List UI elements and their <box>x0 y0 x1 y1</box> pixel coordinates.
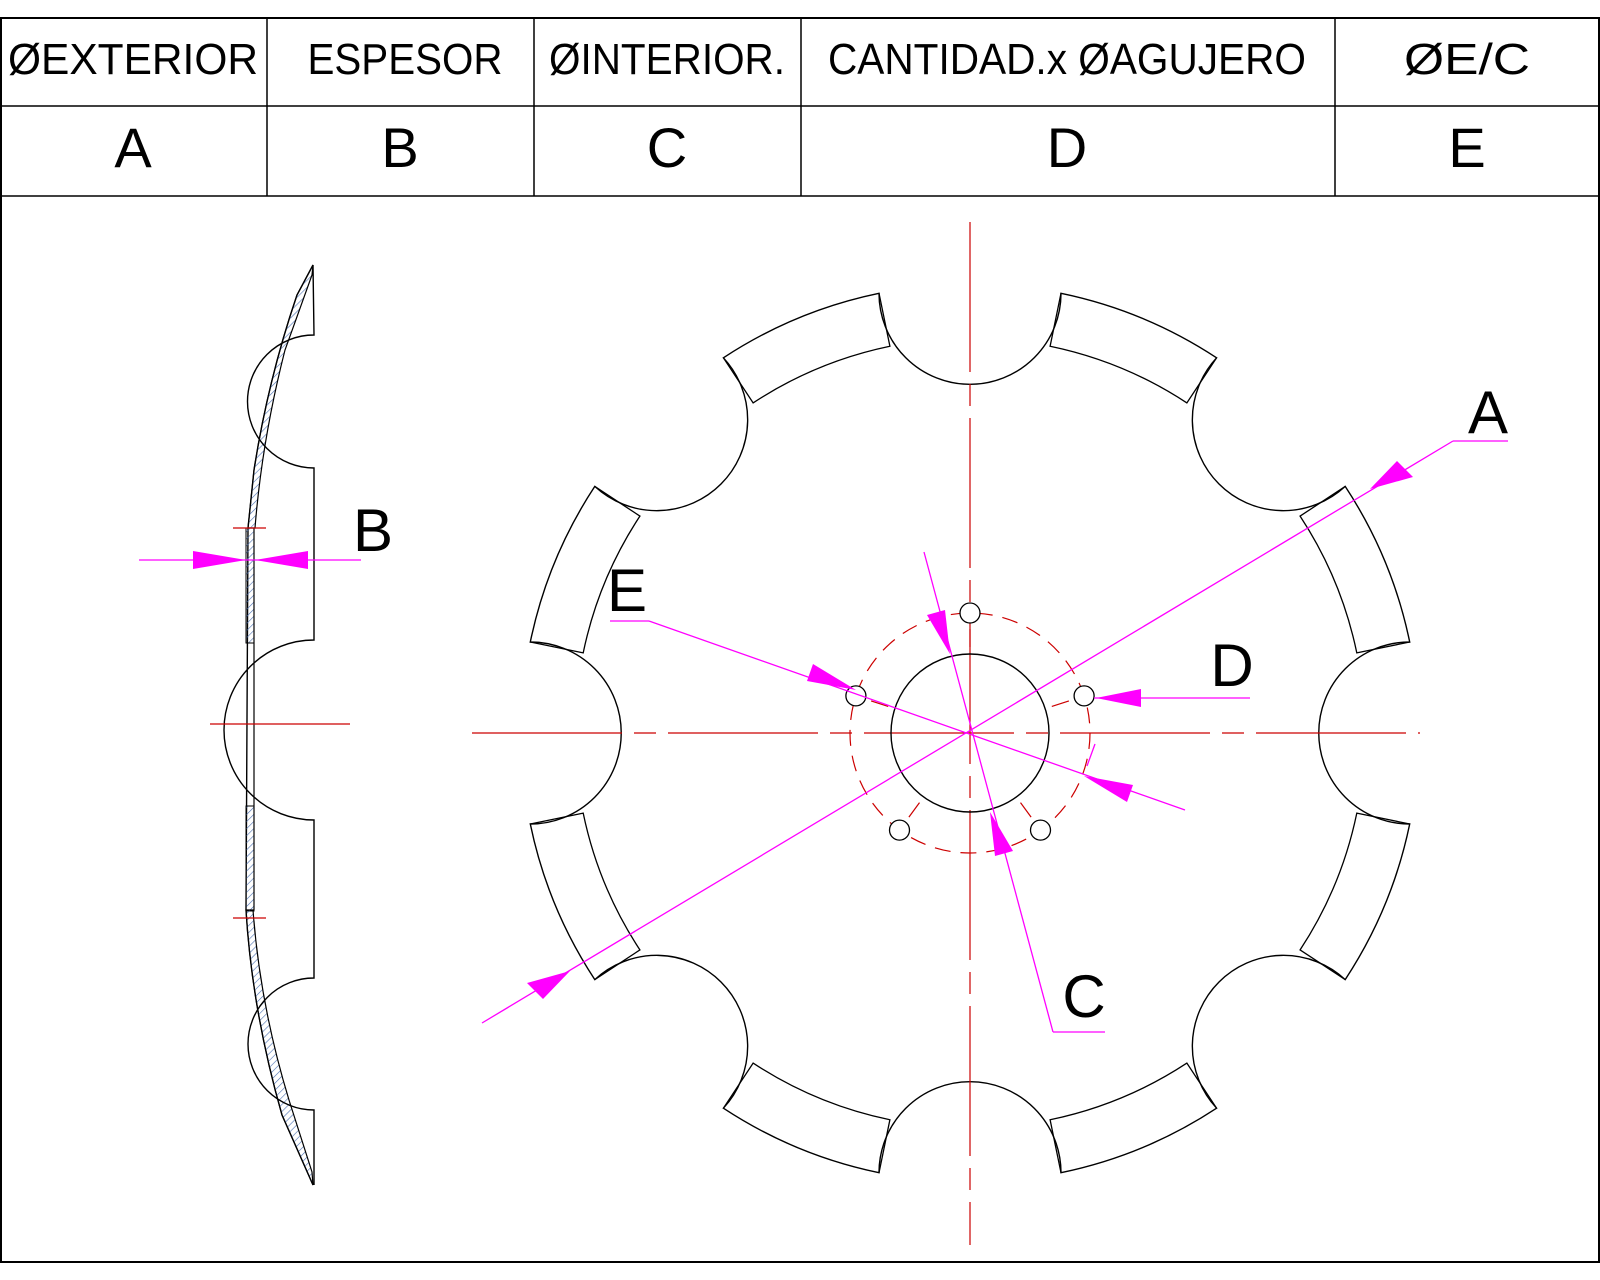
bolt-hole-centerlines <box>870 629 1070 818</box>
header-exterior-diameter: ØEXTERIOR <box>8 35 258 84</box>
bolt-holes <box>845 602 1095 841</box>
side-view-section-hatch-low <box>245 805 255 912</box>
side-view-section-hatch-bottom <box>245 909 314 1186</box>
edge-bevel-segment <box>722 1062 891 1173</box>
header-hole-quantity-diameter: CANTIDAD.x ØAGUJERO <box>828 35 1306 84</box>
dimension-d-arrow <box>1096 689 1141 707</box>
header-bolt-circle-diameter: ØE/C <box>1404 35 1530 84</box>
bolt-hole[interactable] <box>1073 685 1095 707</box>
bolt-hole[interactable] <box>888 819 911 841</box>
edge-bevel-segment <box>722 293 891 404</box>
dimension-e-arrow-left <box>807 664 856 690</box>
edge-bevel-segment <box>1049 1062 1218 1173</box>
edge-bevel-segment <box>1049 293 1218 404</box>
code-c: C <box>647 116 687 179</box>
bolt-hole-radial-mark <box>1051 700 1070 707</box>
edge-bevel-lines <box>530 293 1410 1173</box>
centre-bore[interactable] <box>890 653 1050 813</box>
side-view-concave-face <box>245 264 314 1186</box>
front-view: A C D E <box>472 222 1508 1245</box>
dimension-a-arrow-top <box>1370 461 1413 489</box>
code-a: A <box>114 116 152 179</box>
header-thickness: ESPESOR <box>308 35 503 84</box>
sheet-border <box>0 17 1600 1263</box>
dimension-e-extension <box>1086 743 1096 767</box>
code-e: E <box>1448 116 1485 179</box>
dimension-e-arrow-right <box>1084 776 1133 802</box>
callout-a: A <box>1468 379 1508 446</box>
dimension-a-arrow-bottom <box>527 971 570 999</box>
side-view-section-hatch-top <box>247 264 314 529</box>
thickness-arrow-left <box>193 551 246 569</box>
bolt-hole[interactable] <box>959 602 981 624</box>
header-interior-diameter: ØINTERIOR. <box>549 35 785 84</box>
thickness-arrow-right <box>255 551 308 569</box>
dimension-c-arrow-bottom <box>990 812 1013 856</box>
side-view-section-hatch-mid <box>245 527 255 644</box>
callout-e: E <box>607 557 647 624</box>
bolt-hole-radial-mark <box>870 700 889 707</box>
bolt-hole[interactable] <box>845 685 867 707</box>
edge-bevel-segment <box>1299 812 1410 981</box>
bolt-hole-radial-mark <box>1020 802 1032 818</box>
bolt-circle <box>849 612 1091 854</box>
code-b: B <box>381 116 418 179</box>
edge-bevel-segment <box>530 485 641 654</box>
side-view-notched-edge <box>223 264 315 1185</box>
dimension-c-arrow-top <box>927 610 950 654</box>
spec-table: ØEXTERIOR ESPESOR ØINTERIOR. CANTIDAD.x … <box>1 18 1599 197</box>
edge-bevel-segment <box>530 812 641 981</box>
side-view: B <box>139 264 393 1186</box>
dimension-a-line <box>481 440 1454 1024</box>
edge-bevel-segment <box>1299 485 1410 654</box>
bolt-hole[interactable] <box>1029 819 1052 841</box>
code-d: D <box>1047 116 1087 179</box>
callout-b: B <box>353 497 393 564</box>
bolt-hole-radial-mark <box>908 802 920 818</box>
callout-d: D <box>1210 632 1253 699</box>
callout-c: C <box>1062 963 1105 1030</box>
